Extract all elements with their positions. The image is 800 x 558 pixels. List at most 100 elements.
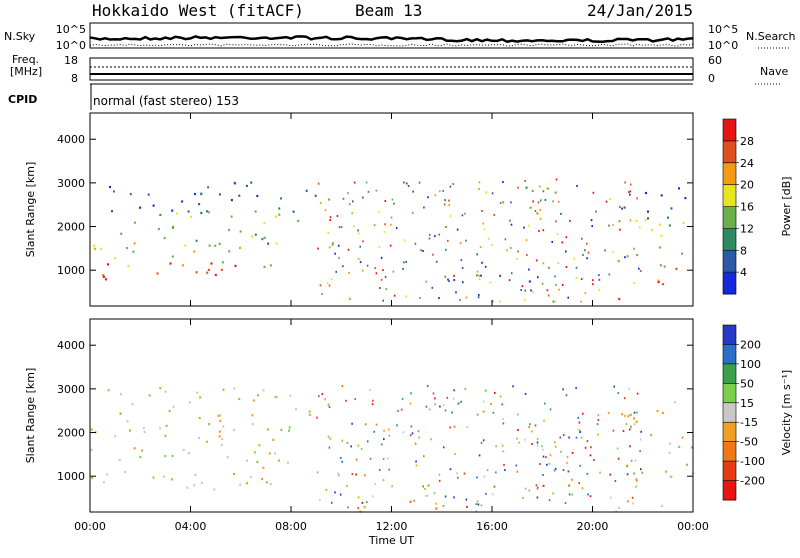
power-cell	[455, 291, 457, 294]
power-cell	[208, 244, 211, 247]
power-cell	[340, 226, 343, 229]
velocity-cell	[457, 476, 459, 479]
velocity-cell	[341, 385, 344, 388]
power-cell	[104, 278, 107, 281]
power-cell	[429, 233, 431, 236]
power-cell	[586, 257, 588, 260]
power-cell	[633, 282, 635, 284]
power-cell	[329, 219, 331, 222]
power-cell	[580, 300, 582, 303]
power-cell	[378, 245, 381, 248]
power-cell	[459, 242, 462, 245]
velocity-cell	[613, 385, 615, 388]
power-cell	[280, 197, 282, 200]
velocity-cell	[492, 493, 494, 496]
power-cell	[604, 249, 606, 252]
power-cell	[554, 275, 556, 278]
power-cell	[636, 197, 638, 200]
power-cell	[406, 182, 408, 185]
power-cell	[554, 191, 557, 194]
velocity-cell	[656, 409, 659, 413]
power-cell	[585, 242, 588, 245]
power-cell	[239, 246, 241, 249]
velocity-cell	[621, 413, 624, 416]
velocity-cell	[631, 496, 634, 499]
power-cell	[169, 262, 172, 265]
power-cell	[452, 183, 454, 185]
velocity-cell	[501, 403, 504, 406]
power-cell	[335, 270, 337, 273]
velocity-colorbar-segment	[723, 441, 736, 462]
power-cell	[384, 223, 386, 226]
velocity-cell	[102, 481, 105, 484]
velocity-cell	[164, 455, 167, 458]
power-cell	[214, 244, 217, 247]
velocity-cell	[571, 451, 574, 454]
velocity-cell	[639, 438, 642, 441]
power-cell	[251, 235, 253, 238]
power-cell	[584, 249, 586, 252]
noise-search-label: N.Search	[746, 30, 796, 43]
velocity-cell	[289, 394, 292, 397]
velocity-cell	[502, 450, 505, 453]
power-cell	[379, 287, 381, 289]
velocity-cell	[641, 471, 643, 474]
velocity-cell	[188, 401, 191, 404]
velocity-cell	[579, 431, 581, 433]
velocity-cell	[428, 408, 431, 411]
velocity-cell	[629, 445, 631, 448]
power-cell	[565, 250, 567, 253]
velocity-cell	[524, 393, 527, 395]
velocity-xtick-label: 16:00	[476, 520, 508, 533]
velocity-cell	[200, 481, 203, 484]
velocity-cell	[139, 455, 142, 459]
power-cell	[94, 247, 97, 250]
velocity-cell	[327, 435, 330, 438]
velocity-cell	[626, 464, 629, 467]
power-cell	[402, 267, 404, 270]
velocity-cell	[586, 440, 589, 443]
power-cell	[447, 239, 449, 242]
power-cell	[107, 263, 109, 266]
power-cell	[598, 288, 600, 291]
power-cell	[592, 283, 594, 286]
velocity-cell	[454, 453, 456, 455]
power-cell	[476, 270, 479, 273]
velocity-cell	[444, 409, 447, 412]
velocity-cell	[516, 437, 518, 440]
power-cell	[132, 250, 135, 253]
velocity-cell	[617, 457, 620, 460]
power-cell	[218, 242, 221, 245]
power-cell	[125, 247, 128, 250]
power-cell	[427, 196, 429, 199]
power-cell	[384, 275, 387, 278]
velocity-cell	[371, 495, 374, 498]
velocity-cell	[635, 485, 637, 488]
velocity-cell	[213, 488, 216, 491]
velocity-cell	[319, 499, 321, 502]
velocity-cell	[369, 389, 371, 391]
power-cell	[357, 229, 359, 232]
velocity-cell	[528, 426, 531, 429]
velocity-ylabel: Slant Range [km]	[24, 368, 37, 464]
station-title: Hokkaido West (fitACF)	[92, 1, 304, 20]
power-cell	[184, 244, 187, 247]
velocity-cell	[593, 459, 595, 461]
power-cell	[367, 190, 370, 193]
velocity-ytick-label: 2000	[57, 427, 85, 440]
velocity-cell	[534, 424, 537, 427]
power-cell	[453, 278, 456, 282]
power-cell	[667, 216, 669, 219]
power-cell	[538, 230, 540, 232]
power-frame	[89, 112, 694, 307]
power-cell	[133, 221, 136, 224]
velocity-cell	[446, 396, 449, 399]
power-cell	[329, 216, 332, 219]
velocity-cell	[665, 470, 668, 473]
velocity-cell	[480, 441, 483, 444]
power-cell	[670, 207, 673, 210]
velocity-cell	[476, 500, 479, 503]
power-cell	[544, 198, 547, 201]
power-cell	[569, 219, 571, 222]
power-cell	[510, 272, 513, 275]
